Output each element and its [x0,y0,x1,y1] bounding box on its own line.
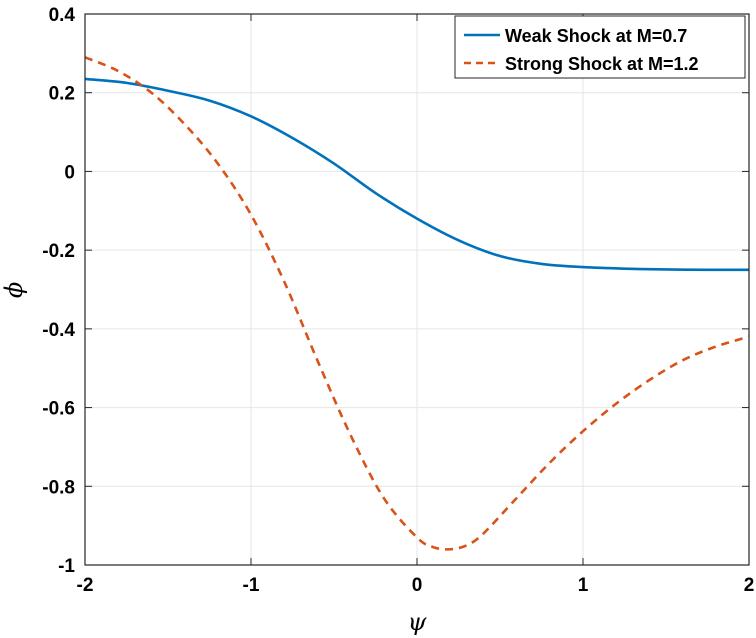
legend: Weak Shock at M=0.7 Strong Shock at M=1.… [454,15,746,79]
y-tick-label: -1 [58,556,75,577]
y-tick-label: -0.4 [42,320,75,341]
tick-labels: -2 -1 0 1 2-1-0.8-0.6-0.4-0.200.20.4 [42,5,754,596]
y-tick-label: 0.2 [49,84,75,105]
x-tick-label: 2 [744,575,755,596]
y-tick-label: 0.4 [49,5,76,26]
legend-label-weak-shock: Weak Shock at M=0.7 [505,26,687,46]
series-line-weak-shock [84,77,750,272]
y-tick-label: 0 [64,162,75,183]
x-axis-label: ψ [408,608,428,636]
x-tick-label: -1 [243,575,260,596]
x-tick-label: 0 [412,575,423,596]
x-tick-label: 1 [578,575,589,596]
grid-lines [84,13,750,566]
tick-marks [84,13,750,566]
series-layer [84,56,750,551]
y-tick-label: -0.2 [42,241,75,262]
legend-label-strong-shock: Strong Shock at M=1.2 [505,54,699,74]
y-tick-label: -0.6 [42,399,75,420]
y-axis-label: ϕ [0,282,28,298]
y-tick-label: -0.8 [42,477,75,498]
legend-box [454,15,746,79]
x-tick-label: -2 [77,575,94,596]
